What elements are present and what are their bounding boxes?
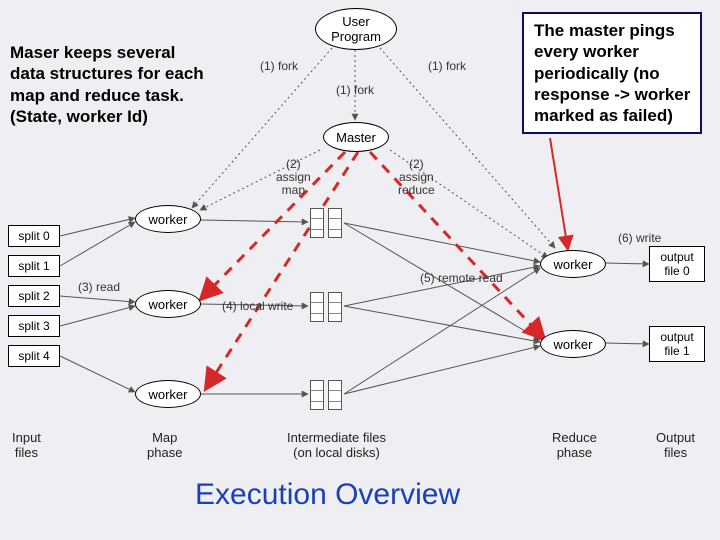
node-out0: outputfile 0 xyxy=(649,246,705,282)
lbl-assign-reduce: (2)assignreduce xyxy=(398,158,435,198)
node-out1: outputfile 1 xyxy=(649,326,705,362)
node-worker-r0: worker xyxy=(540,250,606,278)
phase-output: Outputfiles xyxy=(656,430,695,460)
lbl-read: (3) read xyxy=(78,281,120,294)
phase-reduce: Reducephase xyxy=(552,430,597,460)
node-worker-m1: worker xyxy=(135,290,201,318)
node-split1: split 1 xyxy=(8,255,60,277)
node-split3: split 3 xyxy=(8,315,60,337)
page-title: Execution Overview xyxy=(195,478,460,512)
intermediate-file xyxy=(310,380,324,410)
lbl-fork1: (1) fork xyxy=(260,60,298,73)
intermediate-file xyxy=(310,292,324,322)
note-left: Maser keeps severaldata structures for e… xyxy=(10,42,204,127)
intermediate-file xyxy=(328,208,342,238)
lbl-fork3: (1) fork xyxy=(428,60,466,73)
phase-map: Mapphase xyxy=(147,430,182,460)
node-split4: split 4 xyxy=(8,345,60,367)
node-worker-m2: worker xyxy=(135,380,201,408)
lbl-write: (6) write xyxy=(618,232,661,245)
node-split0: split 0 xyxy=(8,225,60,247)
phase-inter: Intermediate files(on local disks) xyxy=(287,430,386,460)
intermediate-file xyxy=(310,208,324,238)
note-right: The master pingsevery workerperiodically… xyxy=(522,12,702,134)
intermediate-file xyxy=(328,380,342,410)
node-user-program: UserProgram xyxy=(315,8,397,50)
intermediate-file xyxy=(328,292,342,322)
lbl-remote-read: (5) remote read xyxy=(420,272,503,285)
node-worker-m0: worker xyxy=(135,205,201,233)
lbl-fork2: (1) fork xyxy=(336,84,374,97)
node-worker-r1: worker xyxy=(540,330,606,358)
phase-input: Inputfiles xyxy=(12,430,41,460)
node-split2: split 2 xyxy=(8,285,60,307)
lbl-assign-map: (2)assignmap xyxy=(276,158,311,198)
node-master: Master xyxy=(323,122,389,152)
lbl-local-write: (4) local write xyxy=(222,300,293,313)
